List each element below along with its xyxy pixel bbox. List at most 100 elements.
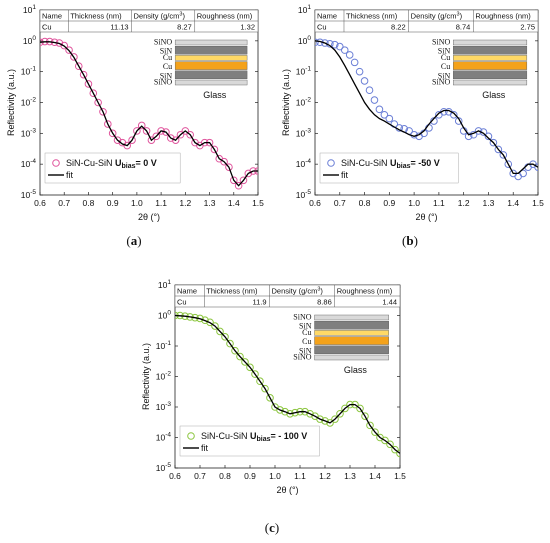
data-point [381, 436, 389, 445]
table-header: Thickness (nm) [346, 12, 398, 21]
data-point [128, 136, 136, 144]
layer-label: Cu [441, 53, 450, 62]
data-point [65, 46, 73, 54]
data-point [281, 407, 289, 416]
x-tick-label: 1.0 [269, 471, 281, 481]
data-point [60, 41, 69, 50]
data-point [108, 129, 117, 138]
data-point [321, 417, 329, 425]
x-axis-label: 2θ (°) [276, 485, 298, 495]
layer-label: Cu [441, 62, 450, 71]
table-header: Roughness (nm) [337, 287, 393, 296]
layer-sin [174, 70, 248, 80]
table-header: Density (g/cm3) [272, 287, 324, 296]
data-point [226, 339, 234, 348]
y-tick-label: 10-4 [156, 432, 172, 443]
y-tick-label: 10-5 [21, 189, 37, 200]
legend-fit-label: fit [66, 170, 74, 180]
x-tick-label: 1.2 [179, 198, 191, 208]
data-point [315, 38, 319, 47]
data-point [123, 141, 131, 150]
table-header: Thickness (nm) [70, 12, 122, 21]
layer-cu [174, 61, 248, 70]
panel-b: 0.6 0.7 0.8 0.9 1.0 1.1 1.2 1.3 1.4 1.5 10-5 10-4 10… [281, 4, 544, 248]
layer-label: Cu [163, 53, 172, 62]
layer-label: SiNO [154, 38, 172, 47]
data-point [84, 80, 93, 88]
panel-a: 0.6 0.7 0.8 0.9 1.0 1.1 1.2 1.3 1.4 1.5 10-5 10-4 10… [6, 4, 264, 248]
layer-label: SiNO [432, 38, 450, 47]
data-point [391, 445, 399, 454]
data-point [464, 132, 473, 141]
x-axis-label: 2θ (°) [415, 212, 437, 222]
fit-line [175, 314, 400, 454]
data-point [494, 145, 503, 154]
y-tick-label: 10-5 [296, 189, 312, 200]
data-point [167, 134, 175, 142]
layer-sino [174, 79, 248, 86]
x-tick-label: 0.9 [244, 471, 256, 481]
layer-cu [314, 336, 389, 345]
x-tick-label: 0.7 [334, 198, 346, 208]
legend-marker [187, 432, 195, 440]
layer-label: SiN [160, 47, 173, 56]
data-point [147, 136, 156, 144]
data-point [361, 412, 369, 420]
table-cell: 8.86 [317, 298, 332, 307]
data-point [251, 370, 259, 378]
x-tick-label: 0.6 [169, 471, 181, 481]
fit-line [40, 41, 258, 187]
y-tick-label: 10-3 [156, 401, 172, 412]
table-header: Density (g/cm3) [134, 12, 186, 21]
data-point [331, 40, 339, 49]
x-tick-label: 1.1 [433, 198, 445, 208]
data-point [380, 110, 389, 119]
data-point [229, 176, 238, 185]
data-point [276, 406, 284, 414]
layer-sino [314, 354, 389, 361]
table-cell: 8.27 [177, 23, 192, 32]
table-header: Roughness (nm) [197, 12, 253, 21]
layer-label: SiNO [154, 78, 172, 87]
x-tick-label: 1.1 [294, 471, 306, 481]
legend-marker [327, 159, 335, 167]
layer-sino [314, 314, 389, 321]
data-point [94, 98, 102, 107]
layer-cu [314, 330, 389, 336]
y-tick-label: 10-2 [296, 97, 312, 108]
layer-label: SiN [438, 71, 451, 80]
data-point [99, 107, 107, 116]
data-point [137, 121, 146, 130]
x-tick-label: 1.0 [131, 198, 143, 208]
data-point [375, 105, 384, 114]
layer-label: SiN [438, 47, 451, 56]
layer-sin [314, 321, 389, 330]
panel-c: 0.6 0.7 0.8 0.9 1.0 1.1 1.2 1.3 1.4 1.5 10-5 10-4 10… [141, 279, 406, 535]
legend-series-label: SiN-Cu-SiN Ubias= -50 V [341, 158, 440, 170]
layer-sino [174, 39, 248, 46]
x-tick-label: 1.3 [483, 198, 495, 208]
data-point [244, 169, 253, 178]
table-header: Roughness (nm) [475, 12, 531, 21]
layer-sin [453, 70, 528, 80]
data-point [157, 127, 165, 135]
y-tick-label: 10-1 [21, 66, 37, 77]
panel-caption: (b) [402, 233, 418, 248]
x-tick-label: 0.8 [359, 198, 371, 208]
y-tick-label: 10-1 [156, 340, 172, 351]
data-point [371, 428, 379, 436]
layer-label: SiN [160, 71, 173, 80]
y-tick-label: 10-3 [21, 127, 37, 138]
layer-sin [314, 345, 389, 354]
data-point [221, 333, 229, 341]
x-tick-label: 1.4 [507, 198, 519, 208]
legend-series-label: SiN-Cu-SiN Ubias= - 100 V [201, 431, 307, 443]
data-point [220, 157, 228, 166]
data-point [291, 408, 299, 417]
y-tick-label: 101 [158, 279, 171, 290]
data-point [365, 86, 374, 95]
data-point [211, 322, 219, 330]
data-point [186, 130, 194, 139]
y-axis-label: Reflectivity (a.u.) [281, 69, 291, 136]
layer-sino [453, 39, 528, 46]
